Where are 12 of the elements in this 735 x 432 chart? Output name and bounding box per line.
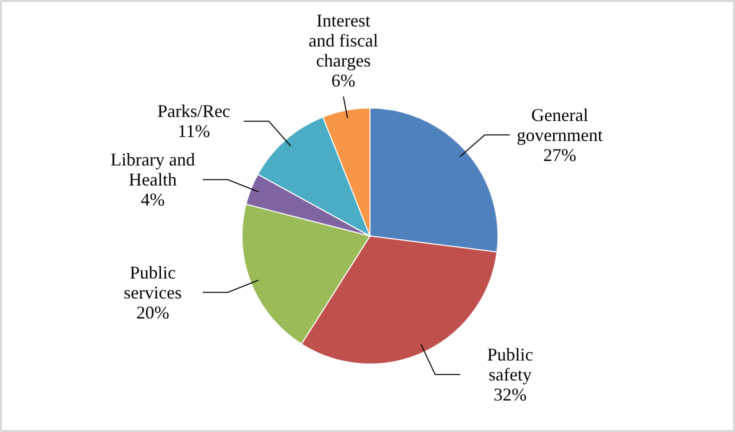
slice-label: General government xyxy=(516,104,603,145)
slice-label: Library and Health xyxy=(110,150,195,190)
data-label: 20% xyxy=(136,302,170,322)
data-label: 6% xyxy=(331,70,356,91)
data-label: 4% xyxy=(140,190,165,210)
data-label: 11% xyxy=(178,121,210,142)
slice-label: Public safety xyxy=(487,344,534,384)
slice-label: Parks/Rec xyxy=(157,101,230,122)
data-label: 32% xyxy=(494,384,527,404)
slice-label: Public services xyxy=(124,262,182,302)
slice-label: Interest and fiscal charges xyxy=(308,10,378,71)
data-label: 27% xyxy=(543,144,576,165)
